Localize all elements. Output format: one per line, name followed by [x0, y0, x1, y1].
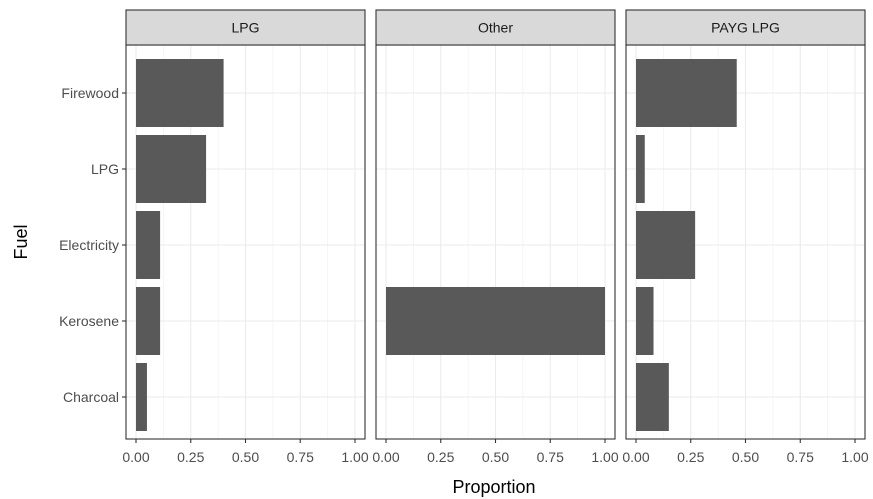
x-tick-label: 0.50: [232, 449, 259, 465]
x-tick-label: 1.00: [341, 449, 368, 465]
x-tick-label: 1.00: [591, 449, 618, 465]
bar-payg-lpg-firewood: [636, 59, 737, 127]
facet-strip: [625, 9, 866, 46]
x-tick-label: 0.00: [622, 449, 649, 465]
bar-lpg-electricity: [136, 211, 161, 279]
x-tick-label: 0.50: [732, 449, 759, 465]
y-tick-label-lpg: LPG: [91, 161, 119, 177]
x-tick-label: 1.00: [841, 449, 868, 465]
y-tick-label-firewood: Firewood: [61, 85, 119, 101]
x-axis-title: Proportion: [452, 477, 535, 497]
y-tick-label-kerosene: Kerosene: [59, 313, 119, 329]
bar-other-kerosene: [386, 287, 605, 355]
facet-panel-lpg: LPG 0.00 0.25 0.50 0.75 1.00: [122, 9, 369, 465]
y-axis-title: Fuel: [11, 224, 31, 259]
facet-strip: [125, 9, 366, 46]
x-tick-label: 0.25: [677, 449, 704, 465]
facet-strip: [375, 9, 616, 46]
bar-payg-lpg-lpg: [636, 135, 645, 203]
bar-payg-lpg-charcoal: [636, 363, 669, 431]
x-tick-label: 0.00: [372, 449, 399, 465]
bar-payg-lpg-electricity: [636, 211, 696, 279]
facet-strip-label: PAYG LPG: [711, 20, 780, 36]
bar-lpg-firewood: [136, 59, 224, 127]
bar-lpg-kerosene: [136, 287, 161, 355]
x-tick-label: 0.75: [537, 449, 564, 465]
facet-strip-label: LPG: [231, 20, 259, 36]
y-tick-label-electricity: Electricity: [59, 237, 119, 253]
y-axis: Firewood LPG Electricity Kerosene Charcoal: [59, 85, 126, 405]
facet-panel-other: Other 0.00 0.25 0.50 0.75 1.00: [372, 9, 619, 465]
x-tick-label: 0.25: [427, 449, 454, 465]
x-tick-label: 0.75: [787, 449, 814, 465]
facet-strip-label: Other: [478, 20, 513, 36]
facet-panels: LPG 0.00 0.25 0.50 0.75 1.00 Other 0.00 0.25 0.50…: [122, 9, 869, 465]
y-tick-label-charcoal: Charcoal: [63, 389, 119, 405]
bar-lpg-charcoal: [136, 363, 147, 431]
x-tick-label: 0.75: [287, 449, 314, 465]
x-tick-label: 0.25: [177, 449, 204, 465]
bar-payg-lpg-kerosene: [636, 287, 654, 355]
x-tick-label: 0.50: [482, 449, 509, 465]
x-tick-label: 0.00: [122, 449, 149, 465]
bar-lpg-lpg: [136, 135, 207, 203]
facet-panel-payg-lpg: PAYG LPG 0.00 0.25 0.50 0.75 1.00: [622, 9, 869, 465]
